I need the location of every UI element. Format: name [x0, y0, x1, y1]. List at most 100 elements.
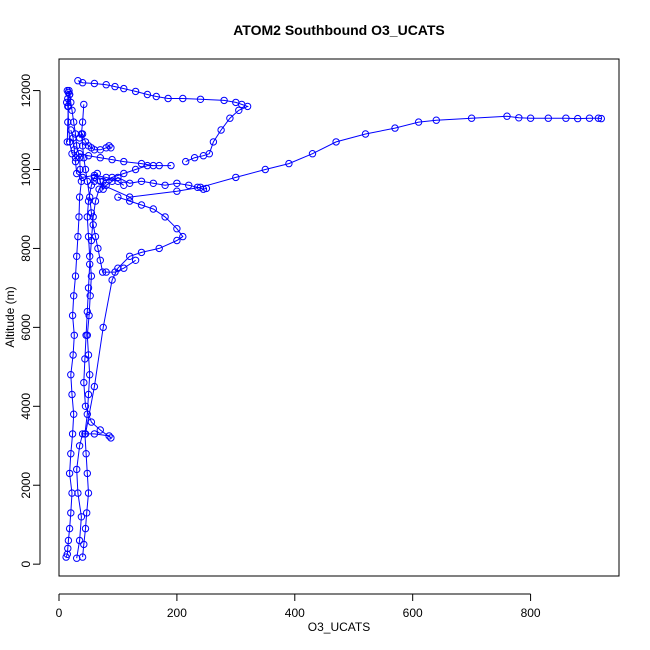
x-tick-label: 200	[167, 606, 187, 620]
series-1	[62, 86, 86, 561]
data-point	[67, 450, 75, 458]
data-point	[120, 169, 128, 178]
data-point	[105, 142, 113, 150]
data-point	[84, 197, 93, 205]
data-point	[161, 213, 169, 221]
series-10	[62, 86, 158, 170]
y-tick-label: 2000	[19, 472, 33, 499]
x-tick-label: 0	[56, 606, 63, 620]
series-line	[77, 80, 249, 163]
data-point	[70, 410, 78, 418]
data-point	[161, 181, 169, 190]
data-point	[90, 171, 99, 180]
data-point	[86, 292, 94, 300]
data-point	[87, 209, 96, 217]
data-point	[155, 161, 163, 170]
y-axis-label: Altitude (m)	[3, 286, 17, 347]
data-point	[75, 213, 83, 221]
data-point	[74, 232, 82, 241]
data-point	[62, 98, 71, 107]
data-point	[131, 87, 140, 96]
data-point	[96, 256, 105, 264]
data-point	[173, 187, 181, 195]
data-point	[78, 173, 87, 182]
series-2	[78, 169, 211, 561]
data-point	[81, 430, 90, 438]
data-point	[149, 205, 158, 213]
data-point	[143, 90, 152, 99]
data-point	[361, 130, 370, 138]
data-point	[96, 426, 105, 434]
data-point	[414, 118, 423, 126]
data-point	[81, 402, 90, 410]
data-point	[77, 177, 86, 186]
data-point	[73, 169, 81, 178]
x-axis-label: O3_UCATS	[308, 620, 370, 634]
data-point	[126, 197, 134, 205]
data-point	[73, 252, 81, 260]
data-point	[108, 276, 116, 284]
x-tick-label: 600	[403, 606, 423, 620]
data-point	[71, 154, 80, 162]
y-tick-label: 8000	[19, 235, 33, 262]
data-point	[74, 77, 82, 85]
data-point	[91, 232, 100, 241]
data-point	[70, 118, 78, 126]
data-point	[91, 197, 100, 205]
data-point	[67, 509, 75, 517]
series-line	[66, 90, 154, 167]
data-point	[179, 94, 187, 103]
data-point	[131, 256, 140, 264]
data-point	[574, 114, 582, 123]
data-point	[137, 248, 146, 257]
data-point	[78, 142, 87, 150]
series-9	[77, 100, 140, 276]
data-point	[102, 81, 110, 89]
data-point	[90, 79, 99, 88]
data-point	[64, 102, 72, 111]
data-point	[83, 307, 92, 316]
data-point	[64, 536, 73, 545]
x-tick-label: 800	[521, 606, 541, 620]
data-point	[173, 236, 181, 245]
data-point	[114, 193, 122, 201]
data-point	[185, 181, 193, 190]
x-axis: 0 200 400 600 800	[56, 593, 541, 620]
plot-area	[62, 77, 605, 562]
data-point	[80, 540, 88, 549]
data-point	[65, 90, 74, 99]
data-point	[243, 102, 252, 111]
y-tick-label: 6000	[19, 314, 33, 341]
data-point	[65, 524, 74, 533]
series-3	[74, 77, 252, 166]
data-point	[75, 442, 84, 450]
data-point	[85, 311, 93, 320]
series-line	[85, 196, 184, 434]
data-point	[597, 114, 605, 123]
data-point	[261, 165, 269, 174]
data-point	[77, 130, 86, 138]
series-line	[80, 104, 136, 273]
data-point	[77, 513, 86, 521]
data-point	[173, 179, 181, 188]
data-point	[73, 554, 81, 562]
data-point	[503, 112, 511, 120]
data-point	[196, 95, 205, 104]
data-point	[114, 173, 122, 182]
data-point	[149, 161, 158, 170]
data-point	[78, 118, 87, 126]
data-point	[83, 177, 92, 186]
y-tick-label: 4000	[19, 393, 33, 420]
data-point	[120, 157, 128, 166]
data-point	[137, 201, 146, 209]
data-point	[68, 430, 77, 438]
data-point	[86, 260, 94, 268]
data-point	[75, 536, 84, 545]
data-point	[81, 524, 90, 533]
data-point	[515, 114, 523, 122]
y-axis: 0 2000 4000 6000 8000 10000 12000	[19, 74, 41, 568]
data-point	[73, 465, 81, 474]
data-point	[137, 159, 146, 168]
data-point	[120, 181, 128, 190]
data-point	[167, 161, 175, 170]
